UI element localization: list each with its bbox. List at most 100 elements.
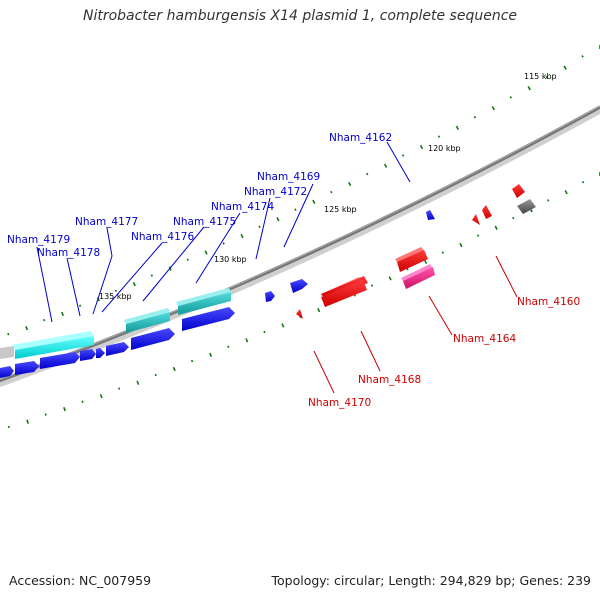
gene-label-nham-4178: Nham_4178: [37, 247, 100, 259]
tick-mark: [512, 216, 515, 220]
tick-mark: [491, 106, 495, 111]
gene-arrows-forward: [0, 210, 435, 378]
tick-mark: [25, 325, 29, 331]
gene-label-nham-4170: Nham_4170: [308, 397, 371, 409]
summary-text: Topology: circular; Length: 294,829 bp; …: [271, 573, 592, 588]
tick-mark: [209, 352, 213, 358]
tick-mark: [118, 387, 121, 390]
tick-mark: [294, 208, 297, 211]
gene-labels-forward: Nham_4162 Nham_4169 Nham_4172 Nham_4174 …: [7, 132, 392, 259]
gene-arrow-red-4168: [321, 276, 368, 307]
backbone-arc: [0, 105, 600, 383]
gene-label-nham-4172: Nham_4172: [244, 186, 307, 198]
tick-mark: [63, 406, 66, 412]
tick-mark: [240, 233, 244, 239]
tick-mark: [581, 180, 585, 184]
tick-mark: [150, 274, 154, 277]
tick-mark: [563, 65, 567, 70]
gene-labels-reverse: Nham_4160 Nham_4164 Nham_4168 Nham_4170: [308, 296, 580, 409]
tick-mark: [136, 380, 140, 385]
tick-mark: [370, 284, 374, 287]
tick-mark: [81, 400, 84, 403]
tick-mark: [154, 373, 157, 377]
tick-mark: [276, 217, 280, 222]
backbone-highlight: [0, 105, 600, 380]
tick-mark: [509, 96, 512, 99]
gene-arrow-red-4170: [296, 309, 303, 319]
tick-mark: [401, 154, 405, 157]
scale-label-115: 115 kbp: [524, 72, 557, 81]
tick-mark: [494, 225, 498, 230]
tick-mark: [258, 225, 261, 229]
tick-mark: [330, 190, 333, 194]
tick-mark: [114, 289, 118, 293]
tick-mark: [581, 55, 584, 58]
gene-arrow-gray-left: [0, 346, 14, 359]
gene-label-nham-4164: Nham_4164: [453, 333, 516, 345]
gene-label-nham-4175: Nham_4175: [173, 216, 236, 228]
tick-mark: [545, 75, 548, 79]
tick-mark: [281, 323, 285, 328]
gene-label-nham-4162: Nham_4162: [329, 132, 392, 144]
tick-mark: [564, 190, 568, 195]
gene-arrow-red-small-1: [472, 214, 480, 225]
tick-mark: [437, 135, 441, 138]
tick-mark: [132, 281, 136, 287]
tick-mark: [222, 242, 225, 245]
tick-mark: [78, 304, 82, 307]
tick-mark: [455, 125, 460, 131]
gene-arrow-teal-1: [124, 308, 170, 333]
tick-mark: [424, 259, 428, 265]
tick-marks: [7, 45, 600, 429]
tick-mark: [26, 419, 30, 424]
tick-mark: [172, 366, 176, 372]
tick-mark: [317, 307, 321, 313]
tick-mark: [366, 172, 369, 176]
tick-mark: [473, 115, 477, 119]
tick-mark: [186, 258, 189, 261]
gene-label-nham-4176: Nham_4176: [131, 231, 194, 243]
tick-mark: [441, 251, 445, 254]
tick-mark: [383, 163, 388, 168]
gene-label-nham-4168: Nham_4168: [358, 374, 421, 386]
scale-label-130: 130 kbp: [214, 255, 247, 264]
gene-arrow-red-small-3: [512, 184, 525, 198]
tick-mark: [388, 276, 392, 281]
leader-lines-reverse: [313, 255, 518, 394]
gene-arrow-gray-right: [517, 199, 536, 214]
map-title: Nitrobacter hamburgensis X14 plasmid 1, …: [82, 8, 518, 24]
tick-mark: [43, 318, 46, 322]
tick-mark: [348, 181, 352, 187]
gene-arrow-red-4166: [395, 247, 428, 272]
tick-mark: [245, 338, 249, 343]
tick-mark: [459, 242, 463, 248]
tick-mark: [7, 332, 10, 336]
scale-label-125: 125 kbp: [324, 205, 357, 214]
gene-label-nham-4160: Nham_4160: [517, 296, 580, 308]
tick-mark: [406, 268, 409, 271]
gene-label-nham-4174: Nham_4174: [211, 201, 274, 213]
tick-mark: [547, 199, 550, 202]
tick-mark: [527, 86, 531, 91]
accession-text: Accession: NC_007959: [9, 573, 152, 588]
tick-mark: [204, 250, 208, 255]
tick-mark: [61, 311, 64, 317]
tick-mark: [227, 345, 230, 348]
gene-arrow-pink: [401, 264, 435, 289]
gene-label-nham-4177: Nham_4177: [75, 216, 138, 228]
gene-arrows-reverse: [296, 184, 525, 319]
tick-mark: [99, 393, 103, 399]
gene-label-nham-4179: Nham_4179: [7, 234, 70, 246]
tick-mark: [7, 425, 10, 429]
gene-arrow-teal-2: [176, 288, 231, 315]
gene-label-nham-4169: Nham_4169: [257, 171, 320, 183]
tick-mark: [419, 144, 424, 150]
tick-mark: [263, 330, 266, 334]
tick-mark: [476, 234, 480, 237]
tick-mark: [312, 199, 316, 204]
leader-lines-forward: [36, 141, 411, 323]
tick-mark: [44, 413, 47, 416]
scale-label-120: 120 kbp: [428, 144, 461, 153]
gene-arrow-red-small-2: [482, 205, 492, 219]
